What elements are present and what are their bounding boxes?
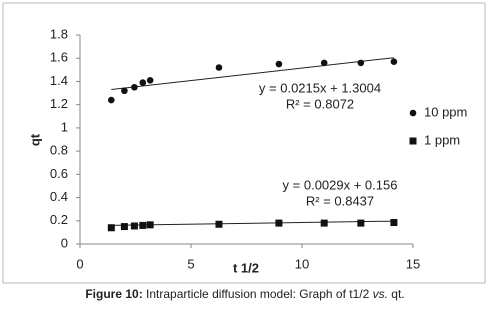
data-point [107,224,115,232]
data-point [120,223,128,231]
y-tick-label: 0.6 [50,166,68,181]
data-point [139,221,147,229]
data-point [357,59,365,67]
trendline-r2: R² = 0.8437 [306,193,374,208]
data-point [320,219,328,227]
data-point [275,60,283,68]
legend-marker [409,137,417,145]
y-tick-label: 1.6 [50,50,68,65]
y-tick-label: 0 [61,235,68,250]
data-point [275,219,283,227]
x-axis-label: t 1/2 [233,260,259,275]
data-point [215,64,223,71]
y-tick-label: 0.2 [50,212,68,227]
trendline-equation: y = 0.0029x + 0.156 [283,177,398,192]
y-tick-label: 0.4 [50,189,68,204]
trendline [111,57,394,90]
caption-label: Figure 10: [85,287,143,301]
data-point [108,96,115,104]
caption-italic: vs. [372,287,388,301]
trendline [111,220,394,226]
caption-end: qt. [387,287,405,301]
legend-label: 10 ppm [424,104,467,119]
x-tick-label: 15 [406,256,420,271]
trendline-r2: R² = 0.8072 [286,96,354,111]
caption-text: Intraparticle diffusion model: Graph of … [142,287,373,301]
data-point [130,222,138,230]
caption: Figure 10: Intraparticle diffusion model… [0,287,490,301]
y-tick-label: 1.4 [50,73,68,88]
chart-border [2,2,486,284]
x-tick-label: 10 [295,256,309,271]
legend-marker [409,109,417,117]
data-point [121,87,128,95]
legend-label: 1 ppm [424,132,460,147]
data-point [131,83,138,91]
chart: t 1/2 qt 0 0.2 0.4 0.6 0.8 1 1.2 1.4 1.6 1.8 0 5 10 1… [2,2,486,284]
y-tick-label: 1.8 [50,26,68,41]
x-tick-label: 0 [76,256,83,271]
data-point [139,79,147,86]
x-tick-label: 5 [187,256,194,271]
y-tick-label: 1.2 [50,96,68,111]
data-point [215,220,223,228]
y-tick-label: 1 [61,119,68,134]
y-axis-label: qt [27,133,42,146]
data-point [390,219,398,227]
y-tick-label: 0.8 [50,143,68,158]
data-point [320,59,328,67]
trendline-equation: y = 0.0215x + 1.3004 [259,80,381,95]
data-point [146,221,154,229]
data-point [146,76,154,84]
data-point [357,219,365,227]
data-point [390,58,398,66]
